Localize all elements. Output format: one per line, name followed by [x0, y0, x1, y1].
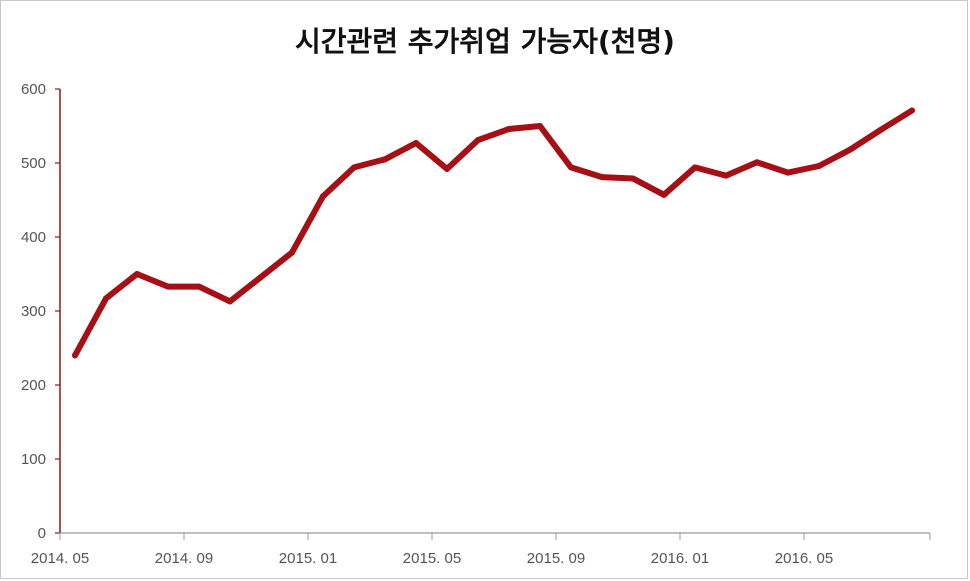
x-tick-label: 2015. 05	[403, 550, 461, 567]
axes	[59, 89, 930, 534]
data-point	[754, 159, 760, 166]
data-point	[196, 283, 202, 290]
data-point	[227, 298, 233, 305]
data-point	[351, 164, 357, 171]
y-tick-label: 300	[21, 303, 46, 320]
data-point	[103, 295, 109, 302]
data-point	[723, 172, 729, 179]
y-tick-label: 400	[21, 229, 46, 246]
data-point	[72, 352, 78, 359]
data-point	[444, 165, 450, 172]
data-point	[134, 271, 140, 277]
data-point	[258, 273, 264, 280]
y-tick-label: 200	[21, 377, 46, 394]
data-point	[785, 169, 791, 176]
data-point	[661, 191, 667, 198]
data-point	[165, 283, 171, 290]
data-point	[909, 107, 915, 114]
y-tick-label: 100	[21, 451, 46, 468]
series-line	[72, 107, 915, 359]
x-tick-label: 2016. 01	[651, 550, 709, 567]
x-tick-label: 2014. 09	[155, 550, 213, 567]
data-point	[320, 193, 326, 200]
data-point	[568, 164, 574, 171]
data-point	[599, 174, 605, 181]
data-point	[475, 137, 481, 144]
data-points	[72, 107, 915, 359]
x-tick-label: 2015. 09	[527, 550, 585, 567]
data-point	[847, 146, 853, 153]
data-point	[878, 126, 884, 133]
y-tick-label: 600	[21, 81, 46, 98]
data-point	[816, 162, 822, 169]
x-tick-label: 2015. 01	[279, 550, 337, 567]
data-point	[289, 249, 295, 256]
y-tick-label: 500	[21, 155, 46, 172]
chart-title: 시간관련 추가취업 가능자(천명)	[295, 25, 675, 58]
x-axis-ticks: 2014. 05 2014. 09 2015. 01 2015. 05 2015. 09…	[31, 533, 931, 567]
data-point	[537, 123, 543, 129]
data-point	[630, 175, 636, 182]
y-axis-ticks: 0 100 200 300 400 500 600	[21, 81, 60, 542]
data-point	[692, 164, 698, 171]
x-tick-label: 2014. 05	[31, 550, 89, 567]
y-tick-label: 0	[38, 525, 46, 542]
data-point	[506, 125, 512, 132]
data-point	[382, 156, 388, 163]
x-tick-label: 2016. 05	[775, 550, 833, 567]
data-point	[413, 140, 419, 147]
